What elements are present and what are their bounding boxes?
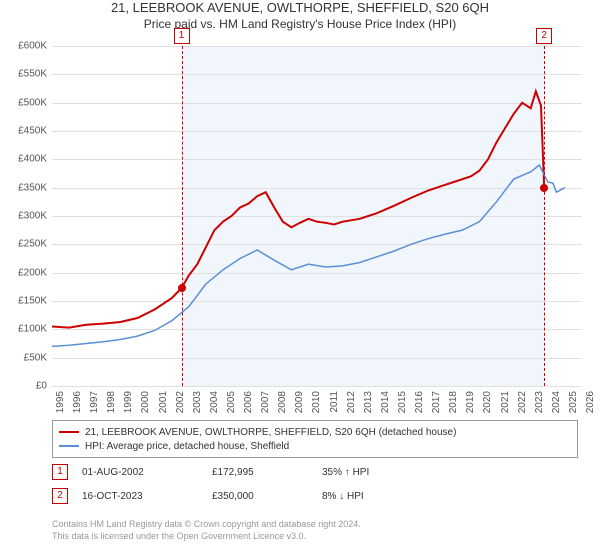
chart-area: £0£50K£100K£150K£200K£250K£300K£350K£400… xyxy=(52,46,582,386)
x-tick-label: 2015 xyxy=(397,391,408,413)
x-tick-label: 1998 xyxy=(106,391,117,413)
marker-box-1: 1 xyxy=(174,28,190,44)
x-tick-label: 2012 xyxy=(346,391,357,413)
event-marker-box: 1 xyxy=(52,464,68,480)
y-tick-label: £500K xyxy=(18,97,47,108)
y-tick-label: £400K xyxy=(18,154,47,165)
legend-label: HPI: Average price, detached house, Shef… xyxy=(85,441,289,452)
marker-vline-1 xyxy=(182,46,183,386)
x-tick-label: 1996 xyxy=(72,391,83,413)
event-price: £172,995 xyxy=(212,467,322,478)
copyright-line-1: Contains HM Land Registry data © Crown c… xyxy=(52,518,578,530)
y-tick-label: £0 xyxy=(36,381,47,392)
series-property xyxy=(52,91,544,327)
x-tick-label: 2002 xyxy=(175,391,186,413)
x-tick-label: 2011 xyxy=(329,391,340,413)
x-tick-label: 2001 xyxy=(158,391,169,413)
copyright-line-2: This data is licensed under the Open Gov… xyxy=(52,530,578,542)
chart-lines xyxy=(52,46,582,386)
x-tick-label: 2013 xyxy=(363,391,374,413)
event-price: £350,000 xyxy=(212,491,322,502)
event-row: 1 01-AUG-2002£172,99535% ↑ HPI xyxy=(52,460,578,484)
x-tick-label: 2022 xyxy=(517,391,528,413)
y-tick-label: £50K xyxy=(24,352,47,363)
x-tick-label: 2014 xyxy=(380,391,391,413)
plot-region: £0£50K£100K£150K£200K£250K£300K£350K£400… xyxy=(52,46,582,386)
y-tick-label: £250K xyxy=(18,239,47,250)
x-tick-label: 2019 xyxy=(465,391,476,413)
y-tick-label: £300K xyxy=(18,211,47,222)
chart-subtitle: Price paid vs. HM Land Registry's House … xyxy=(0,17,600,31)
x-tick-label: 2010 xyxy=(311,391,322,413)
x-tick-label: 2021 xyxy=(500,391,511,413)
event-point xyxy=(178,284,186,292)
legend-label: 21, LEEBROOK AVENUE, OWLTHORPE, SHEFFIEL… xyxy=(85,427,456,438)
x-tick-label: 1995 xyxy=(55,391,66,413)
legend-swatch xyxy=(59,431,79,433)
legend-swatch xyxy=(59,445,79,447)
y-tick-label: £350K xyxy=(18,182,47,193)
x-tick-label: 2024 xyxy=(551,391,562,413)
x-tick-label: 2025 xyxy=(568,391,579,413)
y-tick-label: £100K xyxy=(18,324,47,335)
x-tick-label: 2009 xyxy=(294,391,305,413)
x-tick-label: 2007 xyxy=(260,391,271,413)
legend-row: HPI: Average price, detached house, Shef… xyxy=(59,439,571,453)
x-tick-label: 2017 xyxy=(431,391,442,413)
marker-vline-2 xyxy=(544,46,545,386)
chart-title: 21, LEEBROOK AVENUE, OWLTHORPE, SHEFFIEL… xyxy=(0,0,600,15)
legend: 21, LEEBROOK AVENUE, OWLTHORPE, SHEFFIEL… xyxy=(52,420,578,458)
events-table: 1 01-AUG-2002£172,99535% ↑ HPI 2 16-OCT-202… xyxy=(52,460,578,508)
x-tick-label: 2006 xyxy=(243,391,254,413)
legend-row: 21, LEEBROOK AVENUE, OWLTHORPE, SHEFFIEL… xyxy=(59,425,571,439)
y-tick-label: £450K xyxy=(18,126,47,137)
x-tick-label: 2004 xyxy=(209,391,220,413)
x-tick-label: 2016 xyxy=(414,391,425,413)
copyright-notice: Contains HM Land Registry data © Crown c… xyxy=(52,518,578,542)
event-diff: 35% ↑ HPI xyxy=(322,467,432,478)
event-date: 16-OCT-2023 xyxy=(82,491,212,502)
y-tick-label: £600K xyxy=(18,41,47,52)
marker-box-2: 2 xyxy=(536,28,552,44)
x-tick-label: 2026 xyxy=(585,391,596,413)
x-tick-label: 1997 xyxy=(89,391,100,413)
x-tick-label: 2023 xyxy=(534,391,545,413)
event-row: 2 16-OCT-2023£350,0008% ↓ HPI xyxy=(52,484,578,508)
y-tick-label: £200K xyxy=(18,267,47,278)
x-tick-label: 1999 xyxy=(123,391,134,413)
y-tick-label: £150K xyxy=(18,296,47,307)
event-point xyxy=(540,184,548,192)
gridline xyxy=(52,386,582,387)
x-tick-label: 2018 xyxy=(448,391,459,413)
y-tick-label: £550K xyxy=(18,69,47,80)
x-tick-label: 2000 xyxy=(140,391,151,413)
event-diff: 8% ↓ HPI xyxy=(322,491,432,502)
x-tick-label: 2008 xyxy=(277,391,288,413)
event-marker-box: 2 xyxy=(52,488,68,504)
event-date: 01-AUG-2002 xyxy=(82,467,212,478)
x-tick-label: 2020 xyxy=(482,391,493,413)
x-tick-label: 2005 xyxy=(226,391,237,413)
x-tick-label: 2003 xyxy=(192,391,203,413)
